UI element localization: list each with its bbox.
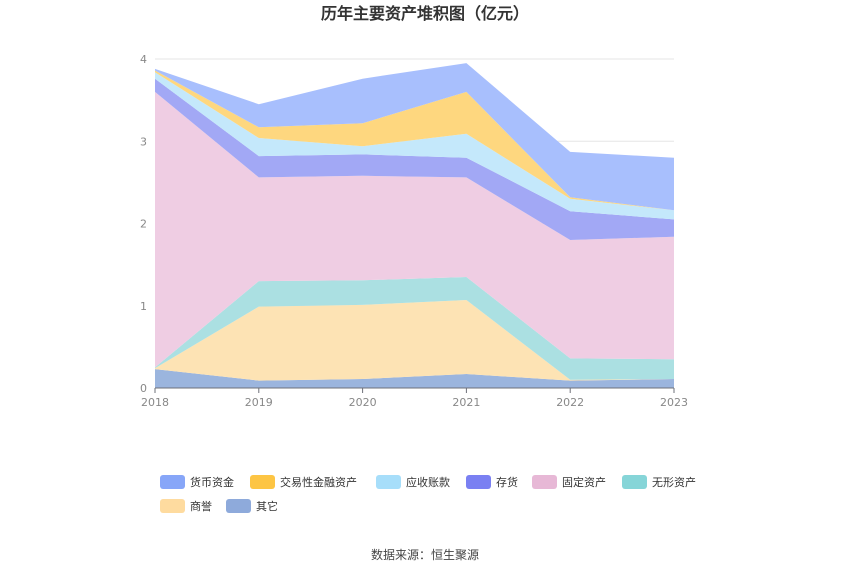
x-tick-label: 2019 [245,396,273,409]
area-series-0 [155,369,674,388]
area-series-7 [155,63,674,211]
legend-swatch [622,475,647,489]
axes: 0 1 2 3 4 2018 2019 2020 2021 2022 2023 [140,53,688,409]
chart-title: 历年主要资产堆积图（亿元） [321,4,529,23]
legend-label: 商誉 [190,499,212,513]
legend-label: 无形资产 [652,475,696,489]
legend-label: 固定资产 [562,475,606,489]
y-tick-label: 1 [140,300,147,313]
area-series-2 [155,277,674,380]
legend-swatch [250,475,275,489]
area-series-5 [155,72,674,220]
legend-label: 货币资金 [190,475,234,489]
x-tick-label: 2021 [452,396,480,409]
y-tick-label: 2 [140,218,147,231]
data-source: 数据来源：恒生聚源 [371,547,479,562]
legend-swatch [532,475,557,489]
y-tick-label: 4 [140,53,147,66]
legend-label: 交易性金融资产 [280,475,357,489]
area-series-3 [155,91,674,368]
area-layers [155,63,674,388]
legend-label: 应收账款 [406,475,450,489]
x-tick-label: 2022 [556,396,584,409]
y-tick-label: 3 [140,135,147,148]
x-tick-label: 2020 [349,396,377,409]
legend-swatch [226,499,251,513]
legend-swatch [160,499,185,513]
legend-swatch [466,475,491,489]
legend-swatch [160,475,185,489]
area-series-4 [155,78,674,240]
x-tick-label: 2023 [660,396,688,409]
legend-swatch [376,475,401,489]
area-series-1 [155,300,674,381]
x-tick-label: 2018 [141,396,169,409]
legend-label: 存货 [496,475,518,489]
area-series-6 [155,70,674,211]
legend-label: 其它 [256,499,278,513]
y-tick-label: 0 [140,382,147,395]
